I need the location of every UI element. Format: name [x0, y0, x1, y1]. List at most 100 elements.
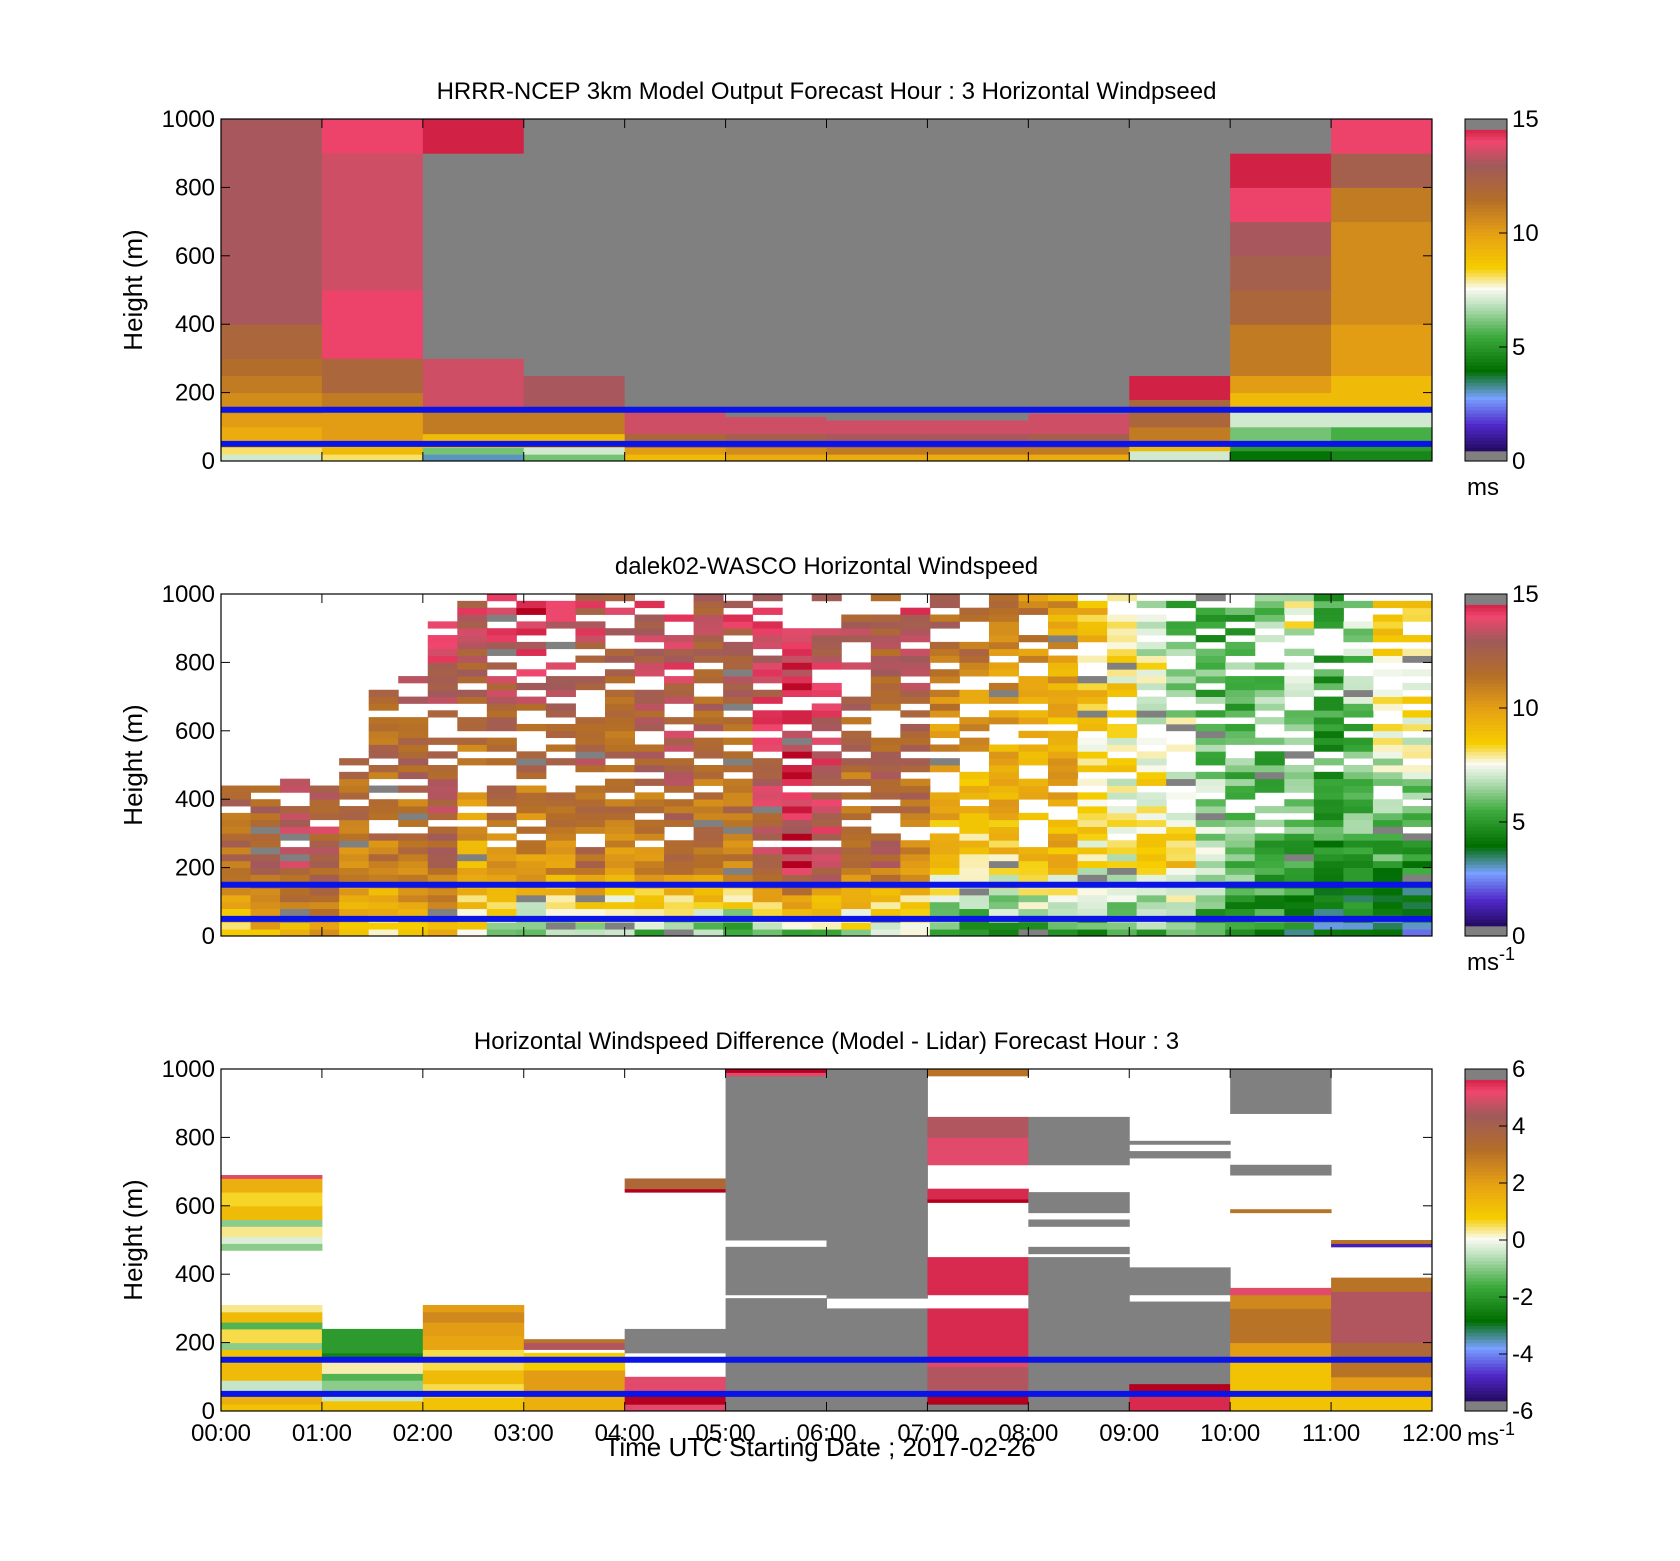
heatmap-cell: [398, 799, 429, 807]
colorbar-segment: [1465, 156, 1507, 161]
heatmap-cell: [988, 840, 1019, 848]
heatmap-cell: [427, 792, 458, 800]
heatmap-cell: [1077, 929, 1108, 937]
heatmap-cell: [457, 833, 488, 841]
heatmap-cell: [1372, 806, 1403, 814]
heatmap-cell: [309, 833, 340, 841]
heatmap-cell: [1077, 751, 1108, 759]
colorbar-segment: [1465, 122, 1507, 127]
heatmap-cell: [1402, 635, 1433, 643]
heatmap-cell: [1166, 641, 1197, 650]
heatmap-cell: [545, 853, 576, 862]
heatmap-cell: [368, 901, 399, 910]
colorbar-segment: [1465, 806, 1507, 811]
colorbar-segment: [1465, 611, 1507, 616]
heatmap-cell: [309, 792, 340, 800]
heatmap-cell: [1402, 901, 1433, 910]
colorbar-tick-label: 6: [1512, 1056, 1525, 1083]
heatmap-cell: [321, 392, 424, 411]
heatmap-cell: [422, 1304, 525, 1313]
colorbar-segment: [1465, 1308, 1507, 1313]
heatmap-cell: [900, 723, 931, 732]
heatmap-cell: [545, 847, 576, 855]
heatmap-cell: [250, 853, 281, 862]
heatmap-cell: [486, 874, 517, 882]
heatmap-cell: [1195, 840, 1226, 848]
heatmap-cell: [927, 1198, 1029, 1203]
colorbar-segment: [1465, 658, 1507, 663]
heatmap-cell: [321, 1359, 424, 1374]
heatmap-cell: [1254, 874, 1285, 882]
heatmap-cell: [1313, 710, 1344, 718]
heatmap-cell: [368, 833, 399, 841]
heatmap-cell: [870, 751, 901, 759]
heatmap-cell: [1136, 799, 1167, 807]
heatmap-cell: [1284, 648, 1315, 656]
heatmap-cell: [870, 888, 901, 896]
heatmap-cell: [1077, 922, 1108, 930]
heatmap-cell: [723, 676, 754, 684]
heatmap-cell: [221, 426, 323, 441]
colorbar-segment: [1465, 231, 1507, 236]
heatmap-cell: [1284, 778, 1315, 786]
heatmap-cell: [900, 888, 931, 896]
heatmap-cell: [929, 648, 960, 656]
heatmap-cell: [545, 908, 576, 916]
heatmap-cell: [900, 621, 931, 629]
heatmap-cell: [1372, 860, 1403, 868]
heatmap-cell: [811, 853, 842, 862]
x-axis-label: Time UTC Starting Date ; 2017-02-26: [604, 1432, 1035, 1462]
heatmap-cell: [604, 607, 636, 615]
heatmap-cell: [693, 792, 724, 800]
colorbar-segment: [1465, 293, 1507, 298]
heatmap-cell: [782, 806, 813, 814]
heatmap-cell: [545, 819, 576, 827]
heatmap-cell: [309, 826, 340, 834]
heatmap-cell: [929, 894, 960, 903]
heatmap-cell: [811, 806, 842, 814]
heatmap-cell: [870, 594, 901, 602]
heatmap-cell: [929, 621, 960, 629]
colorbar-segment: [1465, 1110, 1507, 1115]
heatmap-cell: [1402, 785, 1433, 793]
heatmap-cell: [1230, 450, 1332, 462]
heatmap-cell: [1254, 676, 1285, 684]
heatmap-cell: [422, 1369, 525, 1385]
heatmap-cell: [841, 621, 872, 629]
heatmap-cell: [309, 840, 340, 848]
colorbar-segment: [1465, 337, 1507, 342]
heatmap-cell: [1136, 833, 1167, 841]
colorbar-segment: [1465, 1089, 1507, 1094]
heatmap-cell: [575, 655, 606, 663]
heatmap-cell: [221, 1178, 323, 1193]
heatmap-cell: [1048, 641, 1079, 650]
heatmap-cell: [1254, 867, 1285, 875]
colorbar-segment: [1465, 423, 1507, 428]
colorbar-segment: [1465, 727, 1507, 732]
heatmap-cell: [929, 908, 960, 916]
heatmap-cell: [988, 894, 1019, 903]
heatmap-cell: [752, 799, 783, 807]
colorbar-segment: [1465, 1363, 1507, 1368]
heatmap-cell: [900, 840, 931, 848]
x-tick-label: 11:00: [1302, 1420, 1360, 1447]
heatmap-cell: [1136, 826, 1167, 834]
heatmap-cell: [1048, 778, 1079, 786]
heatmap-cell: [422, 153, 525, 359]
colorbar-segment: [1465, 778, 1507, 783]
colorbar-segment: [1465, 758, 1507, 763]
heatmap-cell: [545, 860, 576, 868]
heatmap-cell: [900, 929, 931, 937]
heatmap-cell: [782, 847, 813, 855]
heatmap-cell: [575, 628, 606, 636]
heatmap-cell: [870, 641, 901, 650]
heatmap-cell: [545, 758, 576, 766]
heatmap-cell: [339, 833, 370, 841]
heatmap-cell: [221, 358, 323, 376]
heatmap-cell: [516, 765, 547, 773]
heatmap-cell: [959, 819, 990, 827]
heatmap-cell: [826, 119, 928, 421]
heatmap-cell: [693, 901, 724, 910]
heatmap-cell: [575, 758, 606, 766]
colorbar-segment: [1465, 857, 1507, 862]
